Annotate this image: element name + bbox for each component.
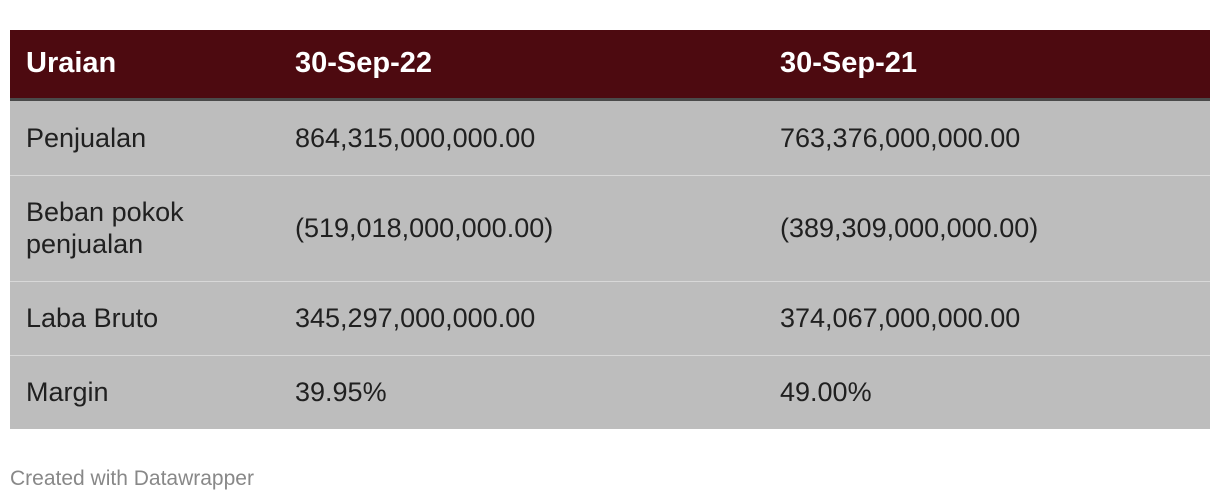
financial-table: Uraian 30-Sep-22 30-Sep-21 Penjualan 864…	[10, 30, 1210, 429]
cell-value: (389,309,000,000.00)	[764, 174, 1210, 281]
column-header-2022: 30-Sep-22	[279, 30, 764, 101]
datawrapper-credit-link[interactable]: Created with Datawrapper	[10, 467, 254, 490]
cell-value: (519,018,000,000.00)	[279, 174, 764, 281]
table-row: Margin 39.95% 49.00%	[10, 354, 1210, 429]
row-label: Beban pokok penjualan	[10, 174, 279, 281]
cell-value: 763,376,000,000.00	[780, 122, 1021, 153]
table-header: Uraian 30-Sep-22 30-Sep-21	[10, 30, 1210, 101]
column-header-uraian: Uraian	[10, 30, 279, 101]
cell-value: 39.95%	[279, 354, 764, 429]
row-label: Margin	[10, 354, 279, 429]
cell-value: 49.00%	[764, 354, 1210, 429]
row-label: Penjualan	[26, 122, 147, 153]
table-row: Penjualan 864,315,000,000.00 763,376,000…	[10, 99, 1210, 175]
table-body: Penjualan 864,315,000,000.00 763,376,000…	[10, 99, 1210, 429]
cell-value: 374,067,000,000.00	[764, 280, 1210, 355]
row-label: Laba Bruto	[10, 280, 279, 355]
cell-value: 345,297,000,000.00	[279, 280, 764, 355]
table-row: Beban pokok penjualan (519,018,000,000.0…	[10, 174, 1210, 281]
cell-value: 864,315,000,000.00	[295, 122, 536, 153]
row-label-text: Beban pokok penjualan	[26, 197, 184, 259]
column-header-2021: 30-Sep-21	[764, 30, 1210, 101]
table-row: Laba Bruto 345,297,000,000.00 374,067,00…	[10, 280, 1210, 355]
data-table-container: Uraian 30-Sep-22 30-Sep-21 Penjualan 864…	[10, 30, 1210, 429]
header-row: Uraian 30-Sep-22 30-Sep-21	[10, 30, 1210, 101]
